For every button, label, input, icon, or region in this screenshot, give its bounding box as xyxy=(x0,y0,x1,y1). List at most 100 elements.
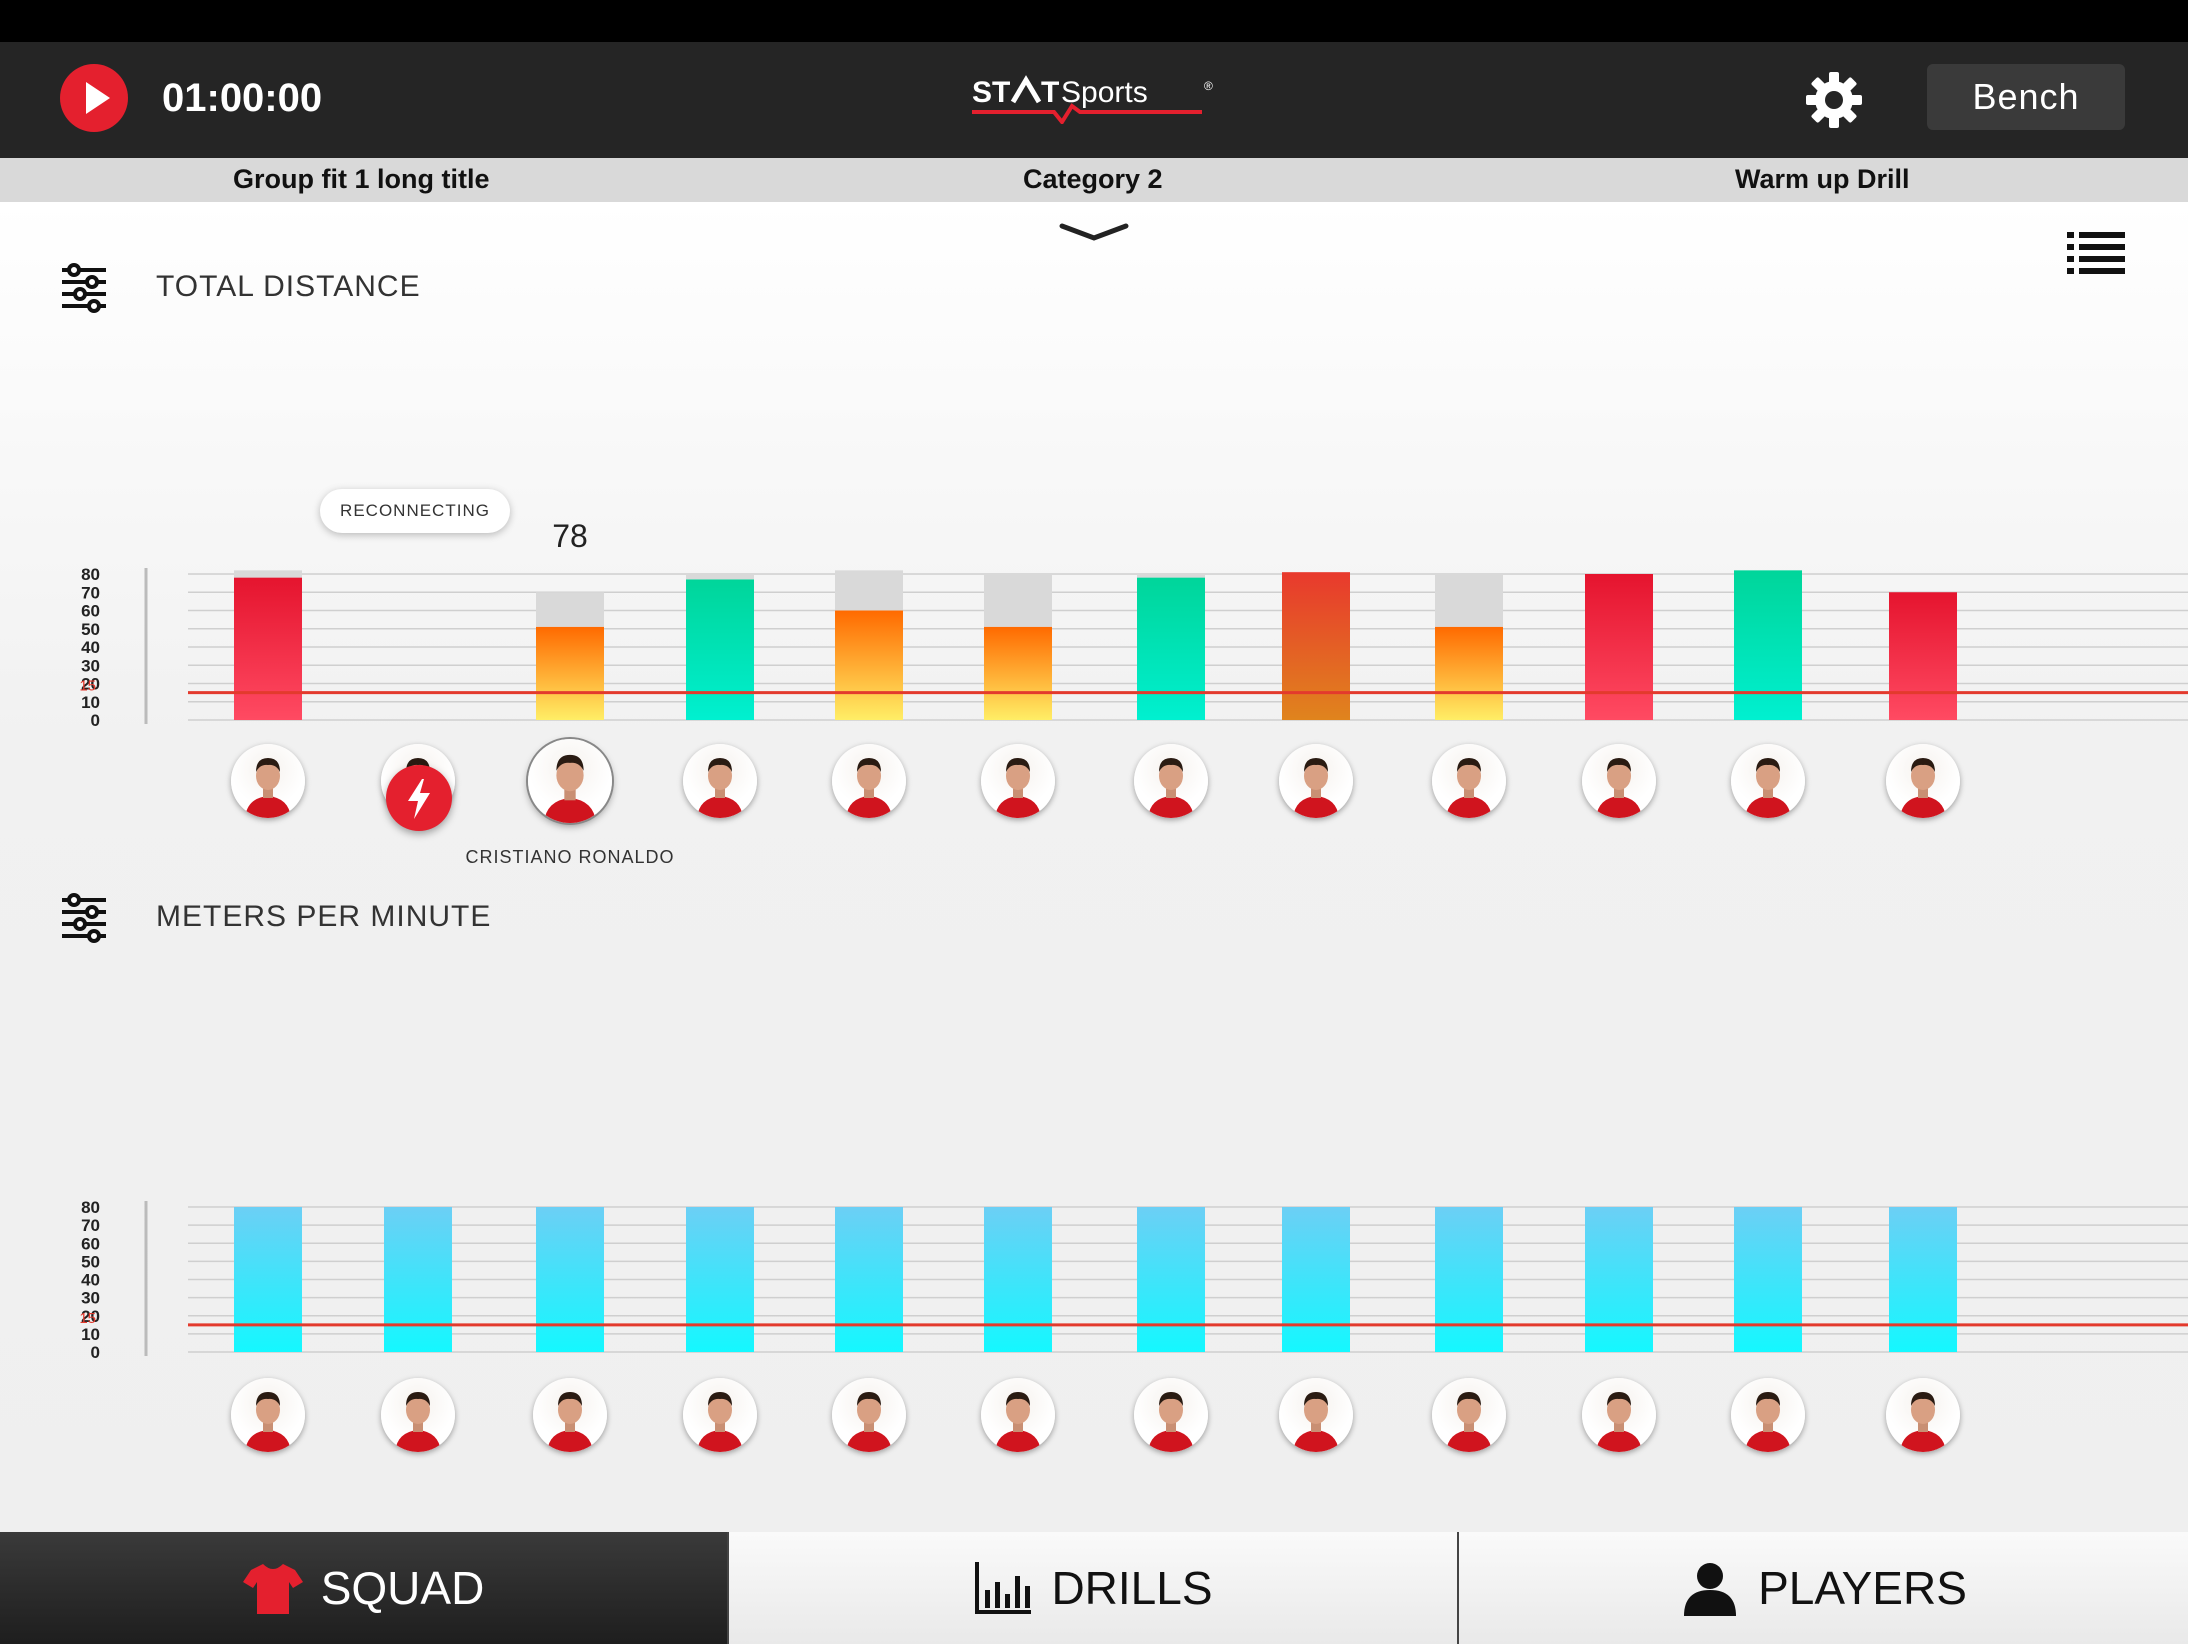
player-avatar[interactable] xyxy=(683,1378,757,1452)
y-tick-label: 30 xyxy=(81,1289,100,1308)
reconnecting-tooltip: RECONNECTING xyxy=(320,489,510,533)
filter-sliders-icon[interactable] xyxy=(60,262,108,314)
bar-target xyxy=(1435,574,1503,627)
bar[interactable] xyxy=(1435,626,1503,720)
play-button[interactable] xyxy=(60,64,128,132)
player-avatar[interactable] xyxy=(683,744,757,818)
player-avatar[interactable] xyxy=(1731,1378,1805,1452)
chart-title: TOTAL DISTANCE xyxy=(156,270,421,303)
player-avatar[interactable] xyxy=(533,1378,607,1452)
bench-button[interactable]: Bench xyxy=(1927,64,2125,130)
selected-player-name: CRISTIANO RONALDO xyxy=(465,847,675,867)
player-avatar[interactable] xyxy=(1886,1378,1960,1452)
bar[interactable] xyxy=(686,1207,754,1352)
y-tick-label: 10 xyxy=(81,1325,100,1344)
y-tick-label: 70 xyxy=(81,583,100,602)
bar[interactable] xyxy=(1734,1207,1802,1352)
category-title[interactable]: Category 2 xyxy=(1023,164,1163,194)
total-distance-chart: 0 10 20 30 40 50 60 70 80 15 xyxy=(0,202,2188,882)
list-view-icon[interactable] xyxy=(2067,230,2127,280)
player-avatar[interactable] xyxy=(1432,744,1506,818)
player-avatar[interactable] xyxy=(981,744,1055,818)
player-avatar[interactable] xyxy=(1582,1378,1656,1452)
bar[interactable] xyxy=(536,626,604,720)
meters-per-minute-chart: 0 10 20 30 40 50 60 70 80 15 xyxy=(0,202,2188,1532)
bar-target xyxy=(835,570,903,611)
bar[interactable] xyxy=(835,1207,903,1352)
y-tick-label: 20 xyxy=(81,675,100,694)
gear-icon[interactable] xyxy=(1804,70,1864,130)
bar[interactable] xyxy=(1734,570,1802,720)
bar-chart-icon xyxy=(975,1562,1032,1614)
bar[interactable] xyxy=(1585,1207,1653,1352)
player-avatar[interactable] xyxy=(1279,744,1353,818)
player-avatar[interactable] xyxy=(1886,744,1960,818)
bar[interactable] xyxy=(1435,1207,1503,1352)
tab-players[interactable]: PLAYERS xyxy=(1457,1532,2188,1644)
bar-target xyxy=(686,574,754,580)
status-bar xyxy=(0,0,2188,42)
y-tick-label: 70 xyxy=(81,1216,100,1235)
svg-text:ST: ST xyxy=(972,76,1010,109)
bar[interactable] xyxy=(835,610,903,721)
reconnecting-bolt-icon[interactable] xyxy=(386,765,452,831)
group-title[interactable]: Group fit 1 long title xyxy=(233,164,490,194)
tab-drills[interactable]: DRILLS xyxy=(727,1532,1457,1644)
player-avatar[interactable] xyxy=(231,744,305,818)
bar[interactable] xyxy=(984,626,1052,720)
bar[interactable] xyxy=(1585,574,1653,720)
threshold-label: 15 xyxy=(79,1310,96,1327)
drill-title[interactable]: Warm up Drill xyxy=(1735,164,1910,194)
play-icon xyxy=(86,82,110,114)
tab-label: PLAYERS xyxy=(1758,1562,1967,1614)
bar[interactable] xyxy=(1282,572,1350,720)
player-avatar[interactable] xyxy=(1432,1378,1506,1452)
charts-panel: TOTAL DISTANCE METERS PER MINUTE 0 10 20 30… xyxy=(0,202,2188,1532)
y-tick-label: 40 xyxy=(81,638,100,657)
y-tick-label: 50 xyxy=(81,1252,100,1271)
y-tick-label: 60 xyxy=(81,1234,100,1253)
bar[interactable] xyxy=(1889,592,1957,720)
bar[interactable] xyxy=(234,1207,302,1352)
player-avatar[interactable] xyxy=(981,1378,1055,1452)
y-tick-label: 60 xyxy=(81,602,100,621)
filter-sliders-icon[interactable] xyxy=(60,892,108,944)
tab-label: SQUAD xyxy=(320,1562,485,1614)
shirt-icon xyxy=(242,1564,303,1614)
selected-value-label: 78 xyxy=(552,518,588,554)
player-avatar[interactable] xyxy=(1582,744,1656,818)
y-tick-label: 80 xyxy=(81,1198,100,1217)
bar[interactable] xyxy=(536,1207,604,1352)
player-avatar[interactable] xyxy=(231,1378,305,1452)
svg-text:®: ® xyxy=(1204,79,1213,93)
bar-target xyxy=(536,592,604,627)
player-avatar[interactable] xyxy=(1134,1378,1208,1452)
player-avatar[interactable] xyxy=(528,739,612,823)
y-tick-label: 0 xyxy=(91,1343,100,1362)
player-avatar[interactable] xyxy=(832,744,906,818)
player-avatar[interactable] xyxy=(1279,1378,1353,1452)
bar[interactable] xyxy=(234,577,302,720)
player-avatar[interactable] xyxy=(1134,744,1208,818)
bar[interactable] xyxy=(1137,577,1205,720)
bar[interactable] xyxy=(984,1207,1052,1352)
player-avatar[interactable] xyxy=(381,1378,455,1452)
player-avatar[interactable] xyxy=(832,1378,906,1452)
chart-title: METERS PER MINUTE xyxy=(156,900,492,933)
bar-target xyxy=(1137,574,1205,578)
bar[interactable] xyxy=(1282,1207,1350,1352)
y-tick-label: 10 xyxy=(81,693,100,712)
chevron-down-icon[interactable] xyxy=(1058,220,1130,244)
tab-squad[interactable]: SQUAD xyxy=(0,1532,727,1644)
y-tick-label: 30 xyxy=(81,656,100,675)
bar[interactable] xyxy=(384,1207,452,1352)
y-tick-label: 80 xyxy=(81,565,100,584)
threshold-label: 15 xyxy=(79,678,96,695)
y-tick-label: 40 xyxy=(81,1271,100,1290)
bar[interactable] xyxy=(1137,1207,1205,1352)
bar[interactable] xyxy=(1889,1207,1957,1352)
y-tick-label: 20 xyxy=(81,1307,100,1326)
bar[interactable] xyxy=(686,579,754,720)
player-avatar[interactable] xyxy=(1731,744,1805,818)
